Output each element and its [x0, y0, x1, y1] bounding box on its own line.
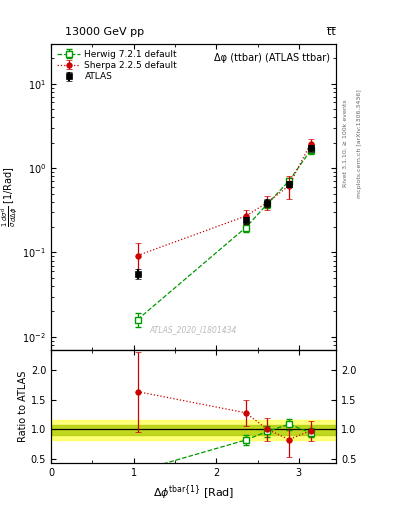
Text: t̅t̅: t̅t̅ [327, 27, 336, 37]
Bar [51, 420, 336, 440]
Y-axis label: Ratio to ATLAS: Ratio to ATLAS [18, 371, 28, 442]
Text: Rivet 3.1.10, ≥ 100k events: Rivet 3.1.10, ≥ 100k events [343, 99, 348, 187]
Bar [51, 424, 336, 435]
Text: 13000 GeV pp: 13000 GeV pp [65, 27, 144, 37]
X-axis label: $\Delta\phi^{\mathrm{tbar}\{1\}}$ [Rad]: $\Delta\phi^{\mathrm{tbar}\{1\}}$ [Rad] [153, 484, 234, 502]
Text: ATLAS_2020_I1801434: ATLAS_2020_I1801434 [150, 326, 237, 334]
Legend: Herwig 7.2.1 default, Sherpa 2.2.5 default, ATLAS: Herwig 7.2.1 default, Sherpa 2.2.5 defau… [55, 48, 179, 83]
Text: Δφ (ttbar) (ATLAS ttbar): Δφ (ttbar) (ATLAS ttbar) [214, 53, 330, 62]
Y-axis label: $\frac{1}{\sigma}\frac{d\sigma^{\mathrm{d}}}{d\Delta\phi}$ [1/Rad]: $\frac{1}{\sigma}\frac{d\sigma^{\mathrm{… [0, 166, 20, 227]
Text: mcplots.cern.ch [arXiv:1306.3436]: mcplots.cern.ch [arXiv:1306.3436] [357, 89, 362, 198]
